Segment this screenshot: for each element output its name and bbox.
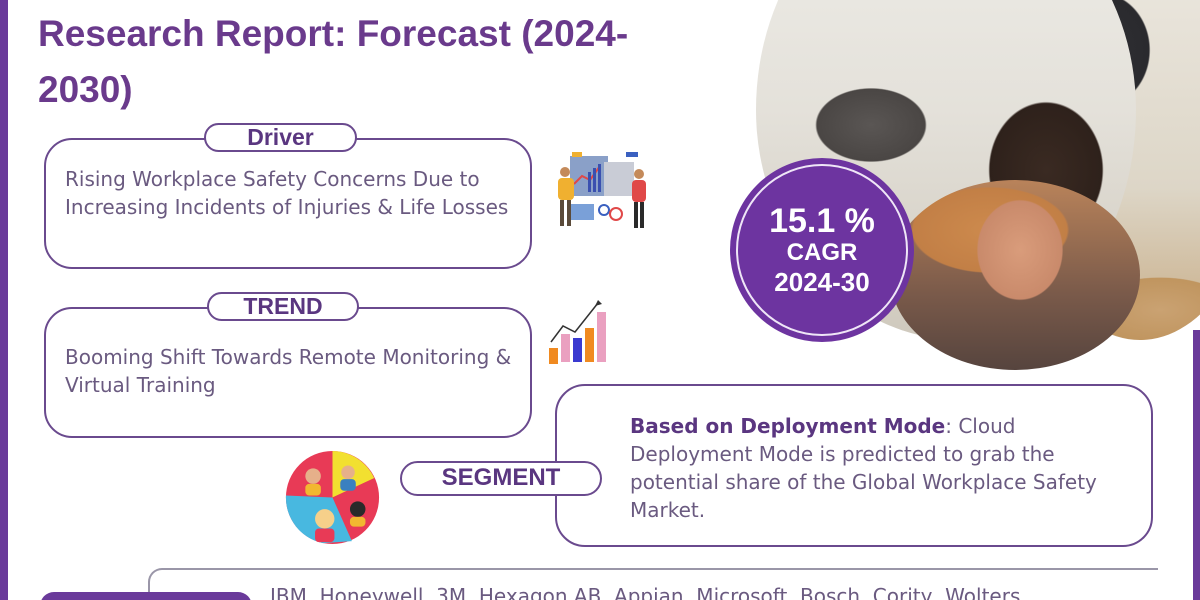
cagr-value: 15.1 % [769, 202, 875, 240]
report-title: Research Report: Forecast (2024- 2030) [38, 6, 738, 118]
right-accent-bar [1193, 330, 1200, 600]
driver-text: Rising Workplace Safety Concerns Due to … [65, 167, 509, 219]
driver-box [44, 138, 532, 269]
segmented-people-pie-icon [285, 450, 380, 545]
business-people-presentation-icon [558, 152, 646, 228]
cagr-badge: 15.1 % CAGR 2024-30 [730, 158, 914, 342]
growth-bar-chart-icon [549, 300, 606, 364]
title-line-1: Research Report: Forecast (2024- [38, 13, 629, 54]
driver-heading: Driver [204, 123, 357, 152]
companies-heading-pill [40, 592, 252, 600]
segment-description: : Cloud Deployment Mode is predicted to … [630, 414, 1097, 522]
cagr-period: 2024-30 [774, 267, 870, 297]
title-line-2: 2030) [38, 69, 133, 110]
trend-text: Booming Shift Towards Remote Monitoring … [65, 345, 512, 397]
segment-bold-label: Based on Deployment Mode [630, 414, 946, 438]
photo-clapping-hands [890, 180, 1140, 370]
cagr-label: CAGR [786, 239, 858, 266]
trend-heading: TREND [207, 292, 359, 321]
segment-text: Based on Deployment Mode: Cloud Deployme… [630, 412, 1130, 524]
companies-connector-line [148, 568, 1158, 600]
left-accent-bar [0, 0, 8, 600]
key-companies-list: IBM, Honeywell, 3M, Hexagon AB, Appian, … [270, 584, 1021, 600]
segment-heading: SEGMENT [400, 461, 602, 496]
